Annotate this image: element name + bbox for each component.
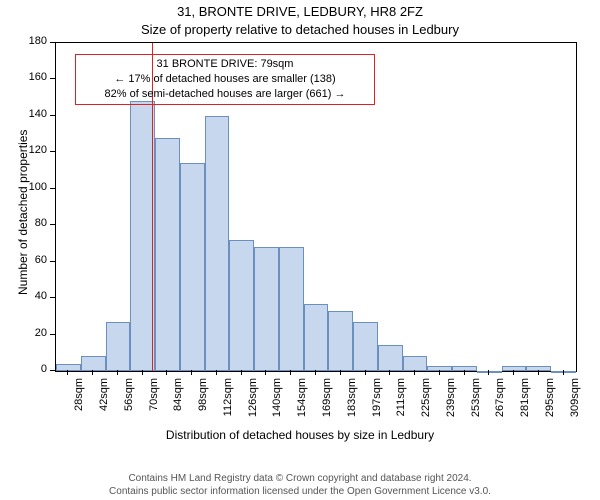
y-tick [50, 261, 55, 262]
y-tick [50, 334, 55, 335]
bar [304, 304, 329, 371]
y-tick-label: 100 [17, 181, 47, 193]
x-tick [439, 370, 440, 375]
x-tick-label: 140sqm [271, 378, 283, 428]
x-tick-label: 253sqm [470, 378, 482, 428]
y-tick [50, 151, 55, 152]
x-tick [464, 370, 465, 375]
title-main: 31, BRONTE DRIVE, LEDBURY, HR8 2FZ [0, 4, 600, 19]
x-tick [315, 370, 316, 375]
x-tick-label: 84sqm [172, 378, 184, 428]
annotation-line: 31 BRONTE DRIVE: 79sqm [80, 57, 370, 72]
bar [551, 371, 576, 373]
annotation-line: 82% of semi-detached houses are larger (… [80, 87, 370, 102]
title-sub: Size of property relative to detached ho… [0, 22, 600, 37]
bar [205, 116, 230, 371]
y-tick-label: 180 [17, 35, 47, 47]
x-tick-label: 281sqm [519, 378, 531, 428]
x-tick-label: 154sqm [296, 378, 308, 428]
x-tick-label: 239sqm [445, 378, 457, 428]
container: 31, BRONTE DRIVE, LEDBURY, HR8 2FZ Size … [0, 0, 600, 500]
footer-line: Contains HM Land Registry data © Crown c… [0, 473, 600, 486]
x-tick [67, 370, 68, 375]
x-tick-label: 309sqm [569, 378, 581, 428]
bar [180, 163, 205, 371]
y-tick [50, 78, 55, 79]
bar [378, 345, 403, 371]
footer-line: Contains public sector information licen… [0, 486, 600, 499]
x-tick [414, 370, 415, 375]
y-tick [50, 115, 55, 116]
x-tick [265, 370, 266, 375]
x-tick [166, 370, 167, 375]
x-axis-label: Distribution of detached houses by size … [0, 428, 600, 442]
bar [427, 366, 452, 371]
y-tick-label: 0 [17, 363, 47, 375]
x-tick [241, 370, 242, 375]
y-tick [50, 224, 55, 225]
y-tick [50, 297, 55, 298]
x-tick-label: 56sqm [123, 378, 135, 428]
annotation-line: ← 17% of detached houses are smaller (13… [80, 72, 370, 87]
x-tick [389, 370, 390, 375]
bar [328, 311, 353, 371]
x-tick-label: 183sqm [346, 378, 358, 428]
bar [254, 247, 279, 371]
bar [229, 240, 254, 371]
y-tick-label: 160 [17, 71, 47, 83]
y-tick-label: 140 [17, 108, 47, 120]
x-tick-label: 225sqm [420, 378, 432, 428]
bar [353, 322, 378, 371]
x-tick [488, 370, 489, 375]
x-tick-label: 70sqm [148, 378, 160, 428]
x-tick [365, 370, 366, 375]
bar [81, 356, 106, 371]
x-tick-label: 295sqm [544, 378, 556, 428]
x-tick [92, 370, 93, 375]
y-tick [50, 188, 55, 189]
y-tick-label: 120 [17, 144, 47, 156]
x-tick-label: 42sqm [98, 378, 110, 428]
x-tick [538, 370, 539, 375]
x-tick [142, 370, 143, 375]
x-tick-label: 112sqm [222, 378, 234, 428]
x-tick [117, 370, 118, 375]
y-tick-label: 20 [17, 327, 47, 339]
bar [279, 247, 304, 371]
x-tick-label: 267sqm [494, 378, 506, 428]
y-tick [50, 42, 55, 43]
x-tick [563, 370, 564, 375]
x-tick-label: 197sqm [371, 378, 383, 428]
y-tick-label: 60 [17, 254, 47, 266]
bar [106, 322, 131, 371]
x-tick [513, 370, 514, 375]
x-tick-label: 211sqm [395, 378, 407, 428]
bar [155, 138, 180, 371]
bar [452, 366, 477, 371]
x-tick [216, 370, 217, 375]
x-tick [191, 370, 192, 375]
bar [56, 364, 81, 371]
x-tick-label: 28sqm [73, 378, 85, 428]
x-tick-label: 98sqm [197, 378, 209, 428]
y-tick [50, 370, 55, 371]
footer: Contains HM Land Registry data © Crown c… [0, 473, 600, 498]
x-tick-label: 169sqm [321, 378, 333, 428]
bar [403, 356, 428, 371]
bar [526, 366, 551, 371]
annotation-box: 31 BRONTE DRIVE: 79sqm ← 17% of detached… [75, 54, 375, 105]
x-tick-label: 126sqm [247, 378, 259, 428]
y-tick-label: 40 [17, 290, 47, 302]
y-tick-label: 80 [17, 217, 47, 229]
x-tick [340, 370, 341, 375]
x-tick [290, 370, 291, 375]
